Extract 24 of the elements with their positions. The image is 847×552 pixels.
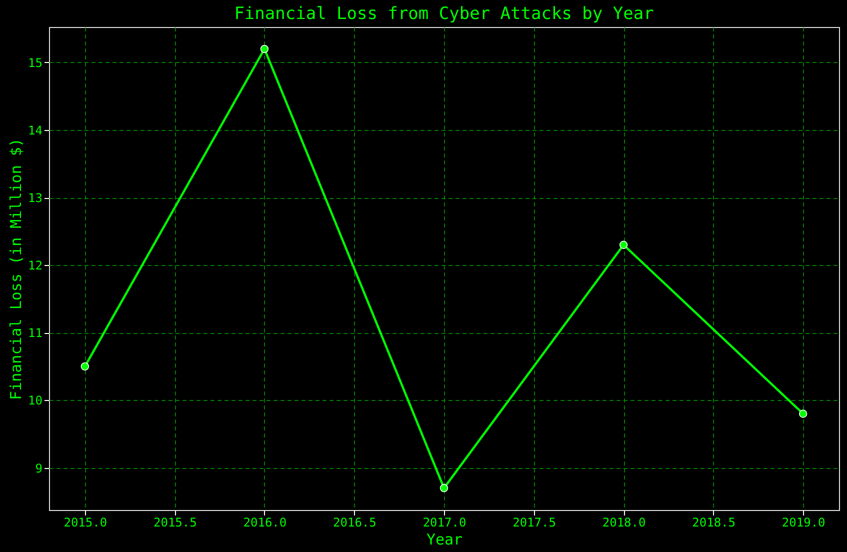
x-tick-label: 2016.0: [243, 516, 287, 530]
y-axis-title: Financial Loss (in Million $): [7, 138, 26, 400]
y-tick-label: 9: [35, 461, 42, 476]
x-tick-label: 2017.5: [512, 516, 556, 530]
x-tick-label: 2015.0: [64, 516, 108, 530]
x-tick-label: 2015.5: [154, 516, 197, 530]
x-axis-title: Year: [426, 530, 463, 548]
point: [440, 484, 448, 492]
point: [619, 240, 628, 249]
x-tick-label: 2016.5: [333, 516, 376, 530]
x-tick-label: 2018.5: [692, 516, 736, 530]
x-tick-label: 2017.0: [422, 516, 466, 530]
y-tick-label: 14: [28, 124, 42, 138]
y-tick-label: 11: [28, 326, 42, 340]
y-tick-label: 15: [28, 56, 42, 70]
point: [798, 410, 808, 418]
x-tick-label: 2018.0: [602, 516, 646, 530]
y-tick-label: 12: [28, 258, 42, 273]
y-tick-label: 13: [28, 191, 42, 206]
chart-title: Financial Loss from Cyber Attacks by Year: [234, 4, 654, 24]
point: [260, 44, 269, 54]
x-tick-label: 2019.0: [782, 516, 826, 530]
y-tick-label: 10: [28, 394, 42, 408]
point: [80, 362, 90, 371]
